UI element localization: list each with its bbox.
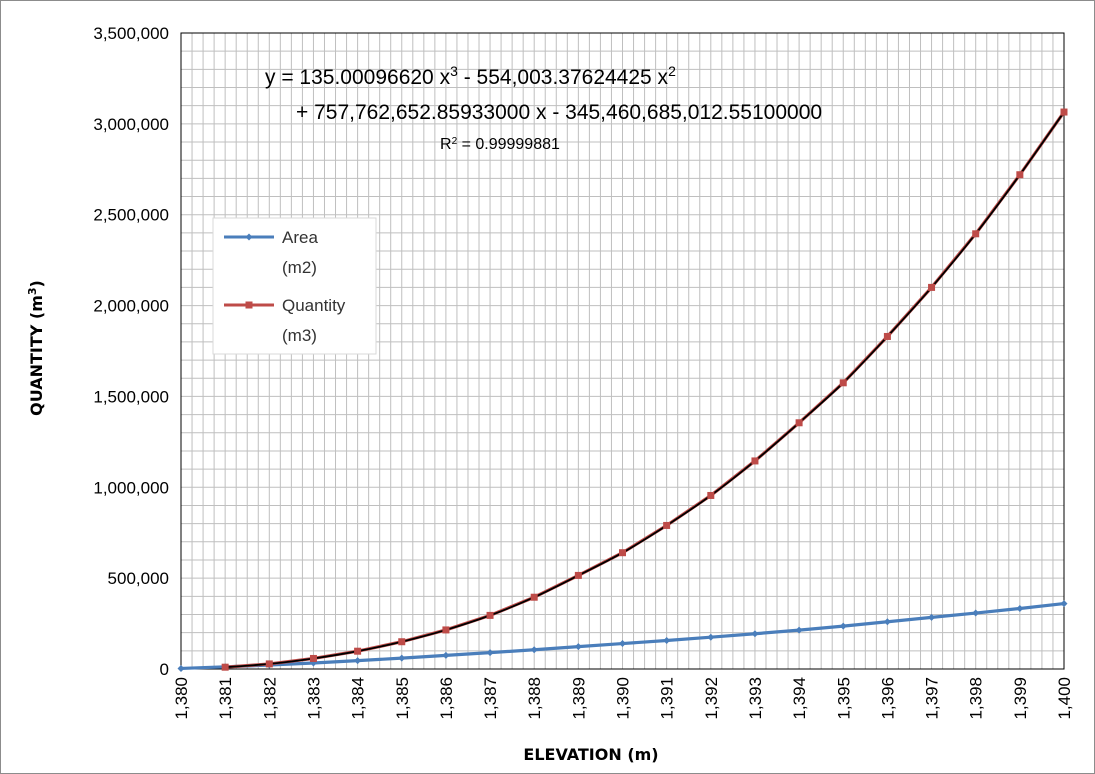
x-axis-title: ELEVATION (m) <box>523 745 658 764</box>
x-tick-label: 1,387 <box>481 677 500 720</box>
legend-quantity-label-2: (m3) <box>282 326 317 345</box>
legend-area-label-1: Area <box>282 228 318 247</box>
grid <box>180 32 1065 670</box>
area-point <box>928 613 936 621</box>
equation-line-1: y = 135.00096620 x3 - 554,003.37624425 x… <box>265 63 676 89</box>
x-tick-label: 1,399 <box>1011 677 1030 720</box>
quantity-point <box>883 332 891 340</box>
equation-line-2: + 757,762,652.85933000 x - 345,460,685,0… <box>296 101 822 124</box>
legend-box <box>212 217 377 355</box>
quantity-point <box>309 654 317 662</box>
quantity-point <box>486 611 494 619</box>
x-tick-label: 1,397 <box>923 677 942 720</box>
x-tick-label: 1,381 <box>216 677 235 720</box>
legend-quantity-marker-icon <box>245 301 253 309</box>
area-point <box>1060 600 1068 608</box>
area-point <box>177 664 185 672</box>
quantity-point <box>398 638 406 646</box>
y-tick-label: 3,000,000 <box>93 115 169 134</box>
legend: Area (m2) Quantity (m3) <box>212 217 377 355</box>
x-tick-label: 1,384 <box>349 677 368 720</box>
area-point <box>1016 604 1024 612</box>
quantity-point <box>530 593 538 601</box>
quantity-point <box>619 549 626 557</box>
area-point <box>707 633 715 641</box>
area-point <box>354 657 362 665</box>
x-tick-label: 1,388 <box>525 677 544 720</box>
area-point <box>795 626 803 634</box>
r-squared-label: R2 = 0.99999881 <box>440 136 560 154</box>
y-tick-label: 1,000,000 <box>93 478 169 497</box>
y-tick-labels: 0 500,000 1,000,000 1,500,000 2,000,000 2,500… <box>93 24 169 679</box>
quantity-point <box>928 283 936 291</box>
area-point <box>751 630 759 638</box>
x-tick-label: 1,398 <box>967 677 986 720</box>
area-point <box>530 646 538 654</box>
quantity-point <box>707 491 715 499</box>
legend-area-label-2: (m2) <box>282 258 317 277</box>
quantity-point <box>839 379 847 387</box>
area-point <box>972 609 980 617</box>
x-tick-label: 1,389 <box>569 677 588 720</box>
y-tick-label: 2,500,000 <box>93 206 169 225</box>
y-tick-label: 3,500,000 <box>93 24 169 43</box>
x-tick-label: 1,385 <box>393 677 412 720</box>
quantity-point <box>265 660 273 668</box>
area-point <box>398 654 406 662</box>
trendline-equation: y = 135.00096620 x3 - 554,003.37624425 x… <box>265 63 822 153</box>
legend-area-marker-icon <box>245 233 253 241</box>
x-tick-label: 1,393 <box>746 677 765 720</box>
quantity-point <box>1016 171 1024 179</box>
quantity-point <box>972 230 980 238</box>
y-tick-label: 2,000,000 <box>93 297 169 316</box>
legend-quantity-label-1: Quantity <box>282 296 346 315</box>
quantity-point <box>221 663 229 671</box>
x-tick-label: 1,390 <box>614 677 633 720</box>
quantity-point <box>795 419 803 427</box>
quantity-point <box>663 521 671 529</box>
y-axis-title: QUANTITY (m3) <box>26 280 47 416</box>
x-tick-label: 1,400 <box>1055 677 1074 720</box>
area-point <box>442 651 450 659</box>
x-tick-label: 1,383 <box>304 677 323 720</box>
area-point <box>883 618 891 626</box>
y-tick-label: 1,500,000 <box>93 387 169 406</box>
quantity-point <box>751 457 759 465</box>
area-point <box>619 640 626 648</box>
x-tick-label: 1,380 <box>172 677 191 720</box>
area-point <box>839 622 847 630</box>
y-tick-label: 500,000 <box>108 569 169 588</box>
series-layer <box>177 108 1068 672</box>
y-tick-label: 0 <box>160 660 169 679</box>
area-point <box>574 643 582 651</box>
quantity-point <box>1060 108 1068 116</box>
quantity-point <box>354 647 362 655</box>
area-point <box>663 636 671 644</box>
x-tick-label: 1,395 <box>834 677 853 720</box>
x-tick-label: 1,392 <box>702 677 721 720</box>
x-tick-label: 1,394 <box>790 677 809 720</box>
x-tick-label: 1,391 <box>658 677 677 720</box>
plot-area-frame <box>180 32 1065 670</box>
x-tick-label: 1,396 <box>878 677 897 720</box>
area-point <box>486 649 494 657</box>
quantity-point <box>574 571 582 579</box>
x-tick-label: 1,386 <box>437 677 456 720</box>
x-tick-labels: 1,380 1,381 1,382 1,383 1,384 1,385 1,386 1,387… <box>172 677 1074 720</box>
x-tick-label: 1,382 <box>260 677 279 720</box>
quantity-point <box>442 626 450 634</box>
